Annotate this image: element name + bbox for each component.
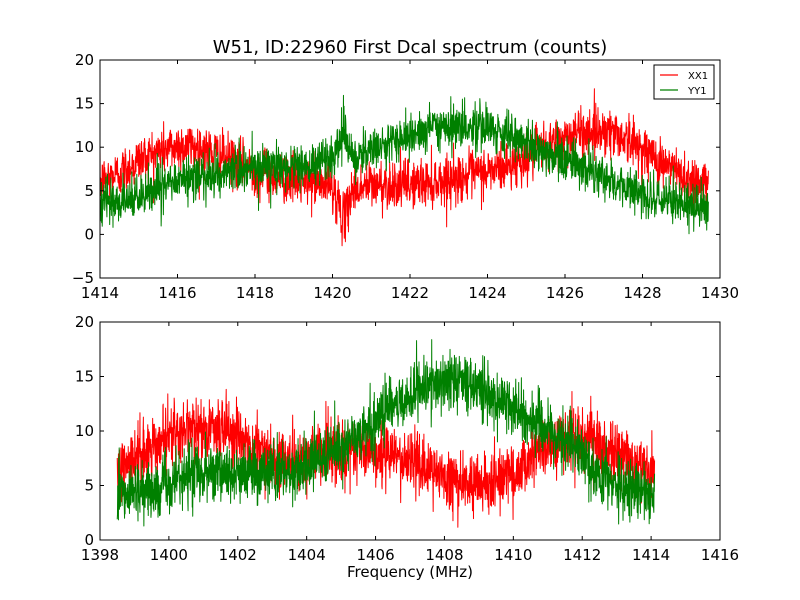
x-tick-label: 1414 [81,284,119,302]
x-tick-label: 1426 [546,284,584,302]
y-tick-label: 10 [75,138,94,156]
x-axis-label: Frequency (MHz) [347,563,473,581]
x-tick-label: 1400 [150,546,188,564]
y-tick-label: 5 [84,477,94,495]
top-axis-ticks: 1414 1416 1418 1420 1422 1424 1426 1428 1430 −5 0 5… [72,51,739,302]
y-tick-label: 10 [75,422,94,440]
x-tick-label: 1428 [623,284,661,302]
x-tick-label: 1424 [468,284,506,302]
series-line-yy1 [116,339,656,527]
legend-label-yy1: YY1 [687,86,707,97]
chart-title: W51, ID:22960 First Dcal spectrum (count… [213,37,608,58]
series-line-yy1 [100,94,709,235]
bottom-series-lines [116,339,656,528]
y-tick-label: 5 [84,182,94,200]
x-tick-label: 1404 [288,546,326,564]
top-axes-frame [99,59,721,279]
x-tick-label: 1422 [391,284,429,302]
y-tick-label: 15 [75,95,94,113]
top-spectrum-plot: 1414 1416 1418 1420 1422 1424 1426 1428 1430 −5 0 5… [72,51,739,302]
y-tick-label: 15 [75,368,94,386]
legend-label-xx1: XX1 [688,71,708,82]
x-tick-label: 1408 [425,546,463,564]
x-tick-label: 1402 [219,546,257,564]
bottom-spectrum-plot: 1398 1400 1402 1404 1406 1408 1410 1412 1414 1416… [75,313,739,564]
x-tick-label: 1420 [313,284,351,302]
x-tick-label: 1430 [701,284,739,302]
series-line-xx1 [100,88,709,247]
x-tick-label: 1416 [158,284,196,302]
y-tick-label: 0 [84,225,94,243]
x-tick-label: 1418 [236,284,274,302]
y-tick-label: 0 [84,531,94,549]
x-tick-label: 1410 [494,546,532,564]
x-tick-label: 1416 [701,546,739,564]
y-tick-label: −5 [72,269,94,287]
x-tick-label: 1406 [356,546,394,564]
y-tick-label: 20 [75,51,94,69]
x-tick-label: 1412 [563,546,601,564]
legend-box [653,64,715,100]
bottom-axis-ticks: 1398 1400 1402 1404 1406 1408 1410 1412 1414 1416… [75,313,739,564]
bottom-axes-frame [99,321,721,541]
top-series-lines [100,88,709,247]
x-tick-label: 1414 [632,546,670,564]
y-tick-label: 20 [75,313,94,331]
x-tick-label: 1398 [81,546,119,564]
